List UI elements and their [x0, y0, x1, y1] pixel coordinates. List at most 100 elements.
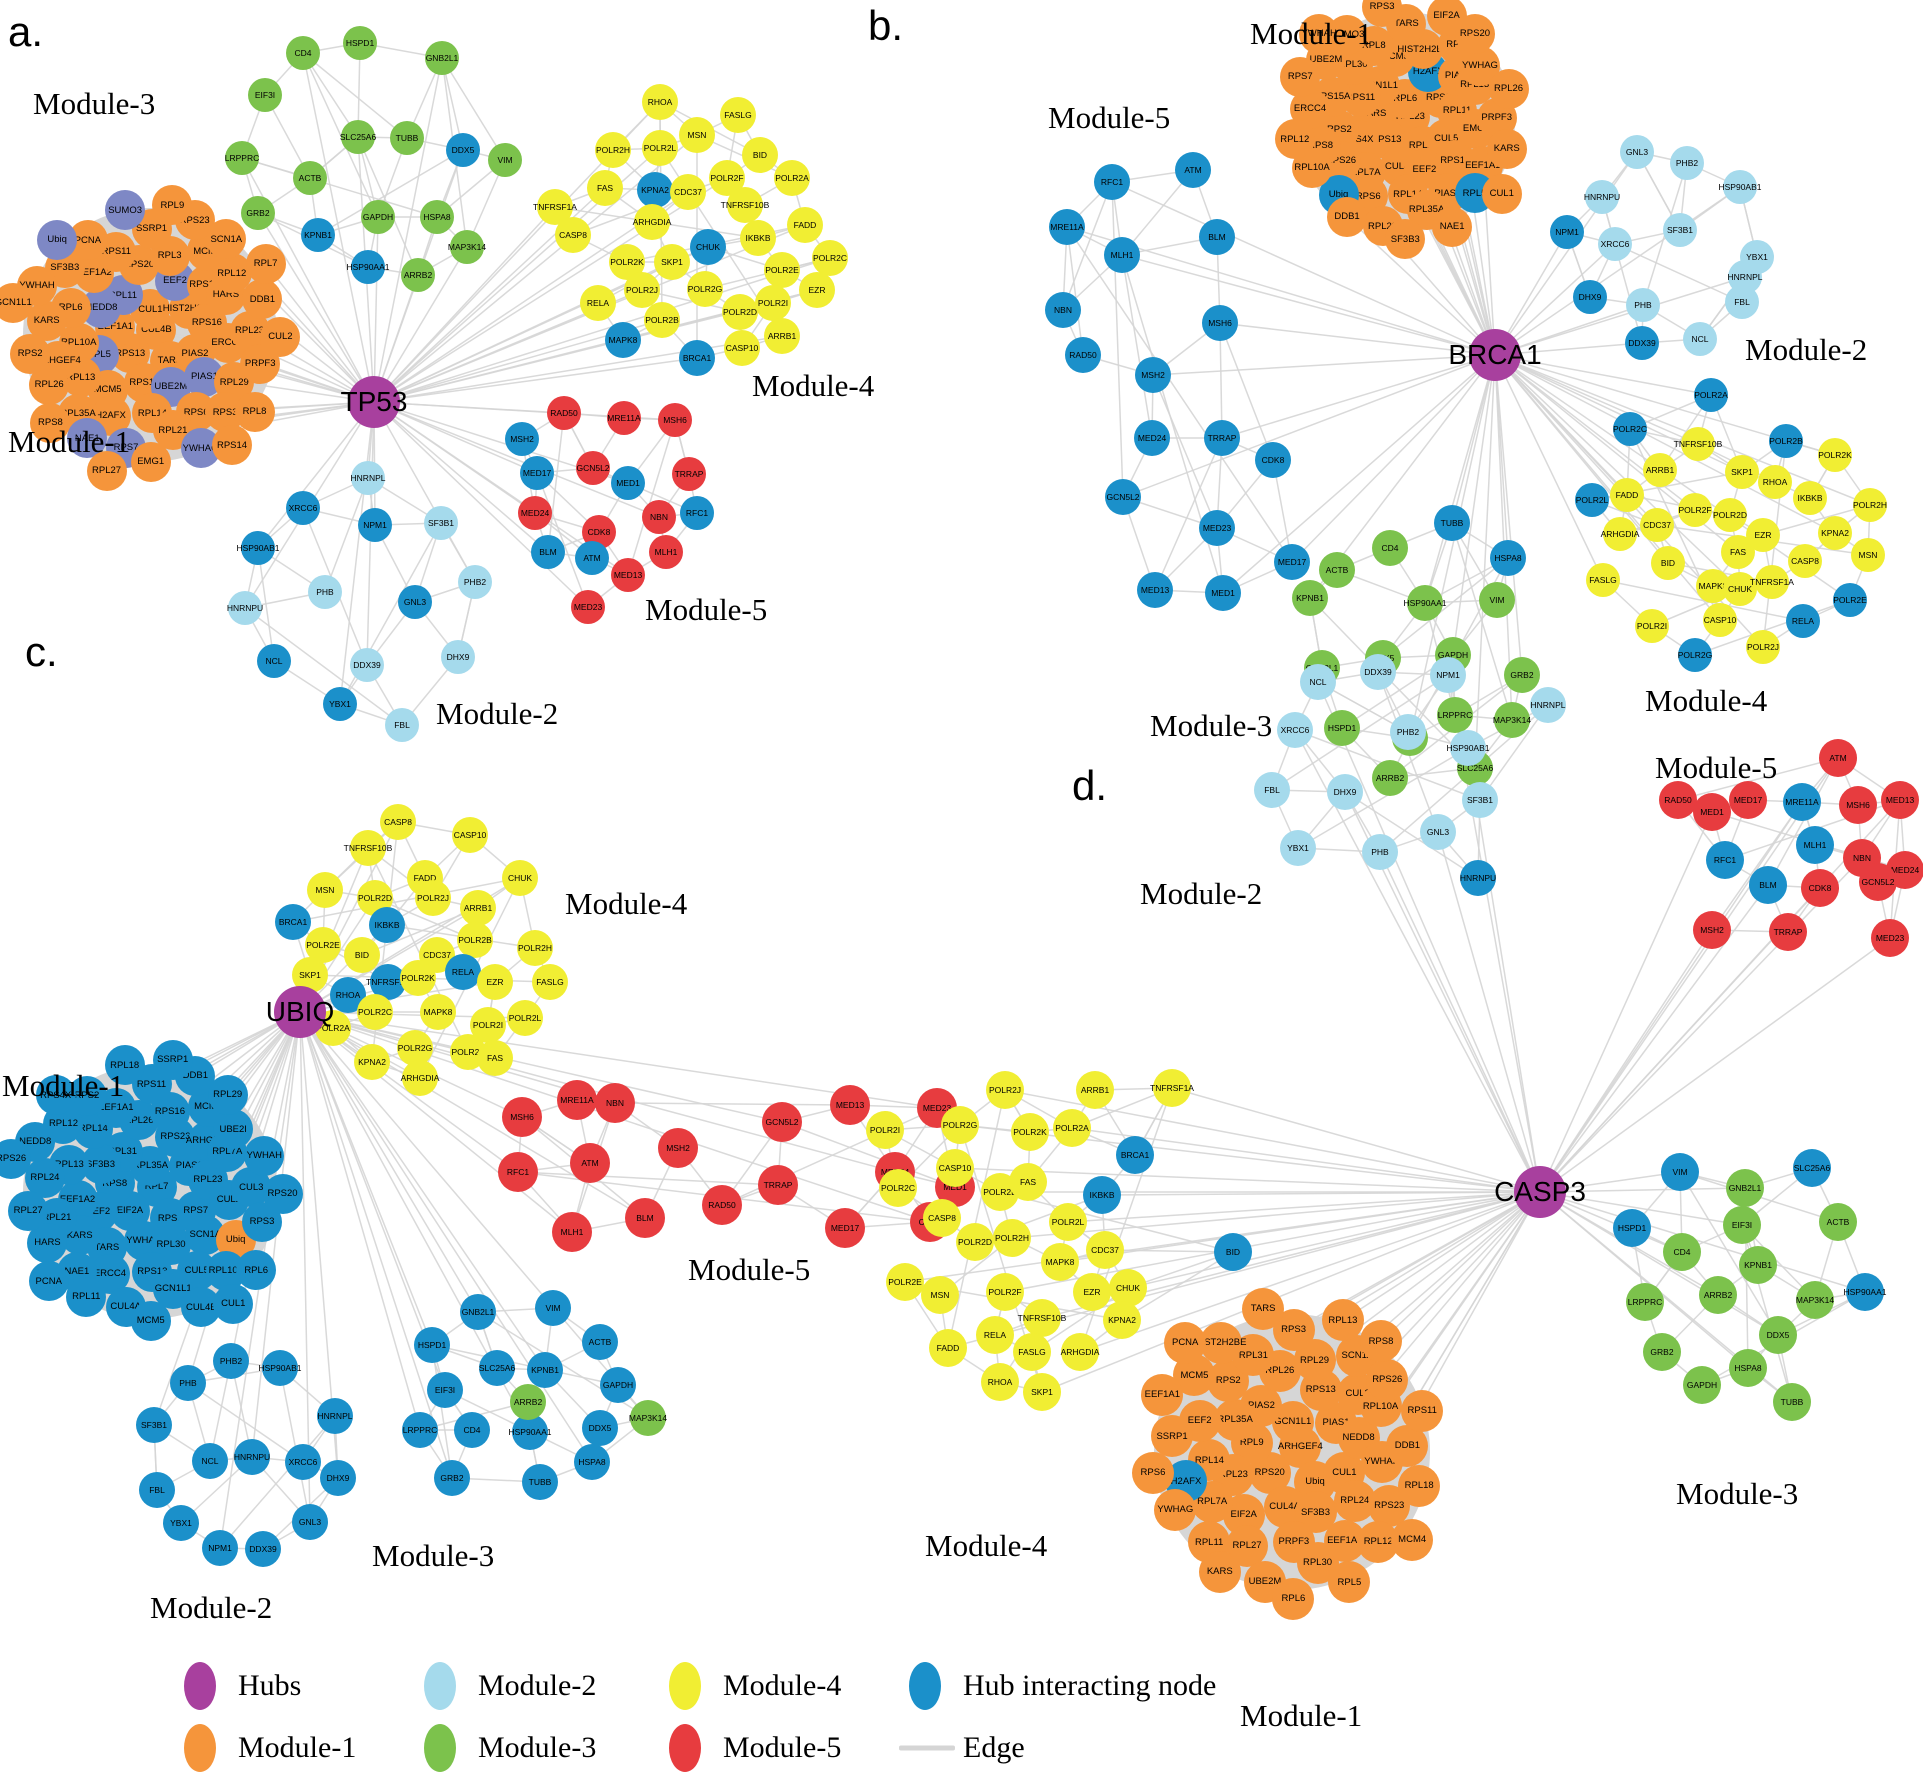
- node-fadd: FADD: [1610, 478, 1644, 512]
- node-label: CASP10: [725, 342, 759, 353]
- node-polr2b: POLR2B: [457, 922, 493, 958]
- node-label: FASLG: [1589, 574, 1617, 585]
- node-label: PHB: [1634, 299, 1652, 310]
- node-trrap: TRRAP: [758, 1165, 798, 1205]
- node-label: GRB2: [440, 1472, 464, 1483]
- node-trrap: TRRAP: [1769, 913, 1807, 951]
- node-hsp90ab1: HSP90AB1: [259, 1350, 302, 1386]
- node-label: MAPK8: [608, 334, 638, 345]
- node-label: RPS20: [1254, 1466, 1285, 1478]
- node-label: NPM1: [363, 519, 387, 530]
- node-label: CD4: [1381, 542, 1399, 553]
- node-med1: MED1: [1205, 575, 1241, 611]
- node-cdc37: CDC37: [1086, 1231, 1124, 1269]
- node-casp8: CASP8: [1788, 544, 1822, 578]
- node-label: POLR2J: [988, 1084, 1022, 1095]
- node-rpl6: RPL6: [1272, 1577, 1315, 1620]
- node-tnfrsf10b: TNFRSF10B: [721, 187, 769, 223]
- node-label: RPL7A: [1197, 1496, 1228, 1508]
- node-label: FASLG: [1018, 1346, 1046, 1357]
- node-label: ARHGDIA: [1060, 1346, 1100, 1357]
- node-label: CUL1: [221, 1298, 246, 1310]
- node-label: EZR: [486, 976, 504, 987]
- node-label: HSP90AA1: [346, 261, 390, 272]
- node-mlh1: MLH1: [552, 1212, 592, 1252]
- node-label: MSH2: [1141, 369, 1165, 380]
- node-label: RPL26: [1494, 83, 1524, 95]
- node-label: CUL3: [239, 1181, 264, 1193]
- node-label: RPL6: [58, 302, 83, 314]
- node-rfc1: RFC1: [1094, 164, 1130, 200]
- node-label: RPL6: [1281, 1593, 1306, 1605]
- node-label: HSP90AB1: [258, 1362, 302, 1373]
- node-arrb1: ARRB1: [1643, 453, 1677, 487]
- node-label: RPS26: [1325, 155, 1357, 167]
- node-label: GCN5L2: [1861, 876, 1895, 887]
- node-hnrnpu: HNRNPU: [1460, 860, 1496, 896]
- node-label: CUL1: [1489, 187, 1514, 199]
- node-lrpprc: LRPPRC: [225, 141, 259, 175]
- node-vim: VIM: [1479, 582, 1515, 618]
- node-label: EIF3I: [1731, 1219, 1753, 1230]
- node-label: POLR2D: [957, 1236, 992, 1247]
- node-label: BLM: [636, 1212, 654, 1223]
- node-label: EEF2: [1187, 1415, 1212, 1427]
- node-label: POLR2C: [880, 1182, 915, 1193]
- node-label: RPS8: [1308, 140, 1333, 152]
- node-label: BLM: [539, 546, 557, 557]
- node-label: NBN: [606, 1097, 624, 1108]
- node-blm: BLM: [1749, 866, 1787, 904]
- node-faslg: FASLG: [1013, 1333, 1051, 1371]
- node-polr2e: POLR2E: [764, 252, 800, 288]
- node-label: YBX1: [329, 698, 351, 709]
- hub-ubiq: [274, 986, 326, 1038]
- node-label: RPL29: [219, 376, 249, 388]
- node-label: TNFRSF10B: [1673, 438, 1723, 449]
- node-label: SLC25A6: [1793, 1162, 1831, 1173]
- node-label: DDB1: [1394, 1440, 1421, 1452]
- node-label: SF3B3: [85, 1158, 116, 1170]
- node-label: IKBKB: [1089, 1189, 1115, 1200]
- node-polr2g: POLR2G: [941, 1106, 979, 1144]
- node-label: RAD50: [708, 1199, 736, 1210]
- node-label: RPL24: [30, 1172, 60, 1184]
- node-med1: MED1: [611, 466, 645, 500]
- node-rhoa: RHOA: [642, 84, 678, 120]
- node-label: MRE11A: [1785, 796, 1819, 807]
- node-rpl9: RPL9: [152, 185, 193, 226]
- node-ikbkb: IKBKB: [1083, 1176, 1121, 1214]
- node-label: TARS: [1394, 18, 1419, 30]
- node-label: TNFRSF10B: [720, 199, 770, 210]
- node-polr2a: POLR2A: [1694, 378, 1728, 412]
- node-tnfrsf1a: TNFRSF1A: [1750, 565, 1794, 599]
- node-label: MED13: [835, 1099, 865, 1110]
- node-label: LRPPRC: [224, 152, 260, 163]
- node-arrb1: ARRB1: [460, 890, 496, 926]
- node-casp10: CASP10: [1703, 603, 1737, 637]
- node-label: RPL21: [158, 424, 188, 436]
- node-label: RPS16: [154, 1105, 185, 1117]
- node-gapdh: GAPDH: [361, 200, 395, 234]
- node-actb: ACTB: [1319, 552, 1355, 588]
- node-label: RPL27: [13, 1205, 43, 1217]
- node-label: BID: [752, 149, 768, 160]
- node-label: HSPD1: [345, 37, 375, 48]
- node-label: TRRAP: [1207, 432, 1237, 443]
- node-hspa8: HSPA8: [1729, 1349, 1767, 1387]
- node-ezr: EZR: [799, 272, 835, 308]
- node-nbn: NBN: [595, 1083, 635, 1123]
- node-blm: BLM: [531, 535, 565, 569]
- node-label: TUBB: [395, 132, 419, 143]
- node-label: BLM: [1759, 879, 1777, 890]
- node-hspd1: HSPD1: [343, 26, 377, 60]
- node-label: RPS26: [0, 1153, 27, 1165]
- node-sf3b1: SF3B1: [136, 1407, 172, 1443]
- node-label: HSP90AB1: [236, 542, 280, 553]
- node-label: DDX5: [451, 144, 475, 155]
- node-label: Ubiq: [47, 234, 67, 246]
- node-mcm5: MCM5: [130, 1301, 171, 1342]
- node-label: HNRNPL: [1530, 699, 1566, 710]
- node-label: RPL8: [242, 406, 267, 418]
- node-label: MED17: [1733, 794, 1763, 805]
- node-label: RPL35A: [1217, 1414, 1253, 1426]
